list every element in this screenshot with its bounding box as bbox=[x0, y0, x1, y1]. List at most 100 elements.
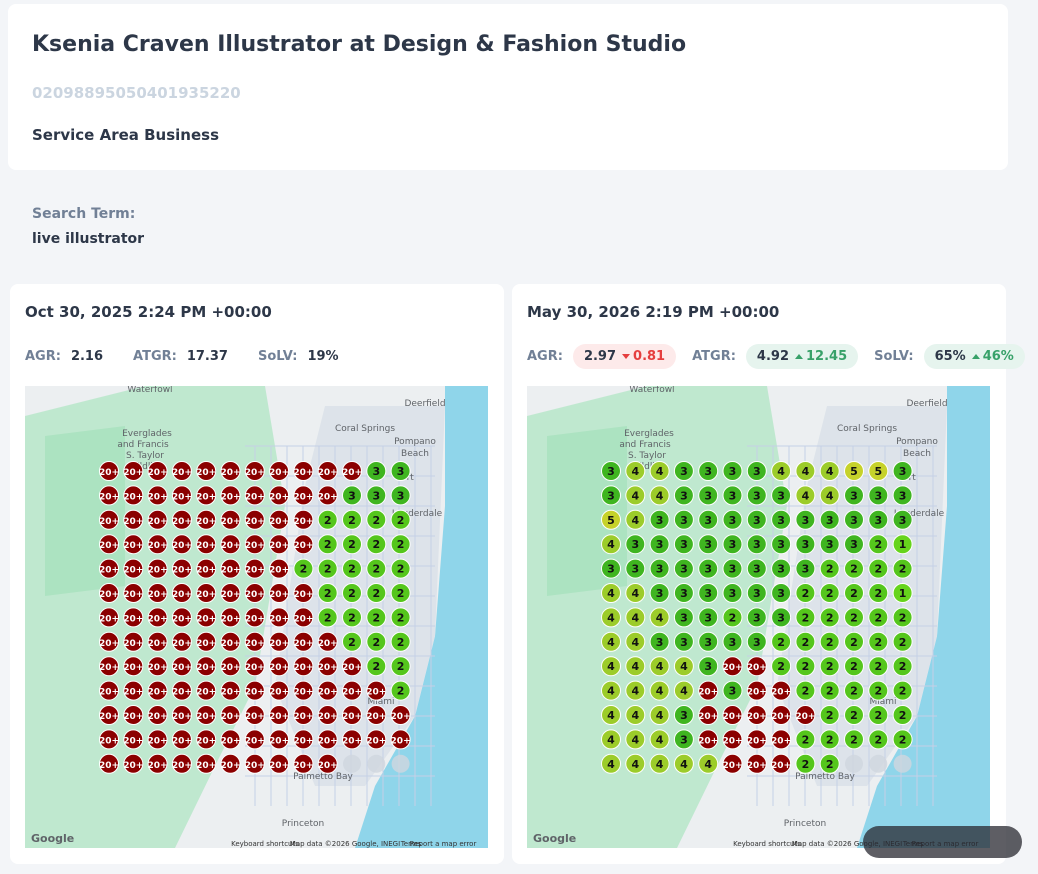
grid-cell bbox=[722, 485, 743, 506]
grid-cell bbox=[196, 583, 217, 603]
grid-cell bbox=[123, 753, 144, 774]
map-attribution: Google bbox=[31, 832, 74, 845]
grid-rank: 20+ bbox=[148, 492, 168, 502]
grid-rank: 20+ bbox=[245, 614, 265, 624]
grid-cell bbox=[99, 753, 119, 774]
map-label: Coral Springs bbox=[837, 424, 897, 434]
grid-cell bbox=[317, 656, 338, 677]
grid-cell bbox=[293, 583, 314, 603]
grid-cell bbox=[244, 583, 265, 603]
grid-cell bbox=[317, 680, 338, 701]
grid-cell bbox=[317, 705, 338, 725]
grid-cell bbox=[795, 583, 816, 603]
grid-cell bbox=[390, 631, 411, 652]
business-type: Service Area Business bbox=[32, 126, 219, 144]
grid-rank: 20+ bbox=[196, 712, 216, 722]
grid-cell bbox=[649, 680, 670, 701]
grid-cell bbox=[293, 509, 314, 530]
metric-value: 19% bbox=[307, 349, 339, 364]
grid-rank: 2 bbox=[899, 563, 907, 576]
grid-rank: 20+ bbox=[99, 736, 119, 746]
grid-cell bbox=[342, 705, 362, 725]
grid-rank: 4 bbox=[631, 709, 639, 722]
grid-cell bbox=[147, 509, 168, 530]
grid-cell bbox=[795, 461, 816, 481]
grid-rank: 20+ bbox=[99, 761, 119, 771]
grid-rank: 3 bbox=[826, 514, 834, 527]
grid-rank: 20+ bbox=[269, 541, 289, 551]
grid-rank: 1 bbox=[899, 538, 907, 551]
grid-rank: 20+ bbox=[123, 492, 143, 502]
map-label: Miami bbox=[869, 697, 896, 707]
grid-cell bbox=[220, 607, 241, 628]
grid-cell bbox=[746, 729, 767, 750]
grid-cell bbox=[673, 753, 694, 774]
grid-rank: 3 bbox=[729, 587, 737, 600]
grid-rank: 3 bbox=[680, 611, 688, 624]
grid-cell bbox=[649, 583, 670, 603]
grid-rank: 5 bbox=[850, 465, 858, 478]
grid-rank: 20+ bbox=[99, 517, 119, 527]
grid-rank: 20+ bbox=[123, 639, 143, 649]
overlay-widget[interactable] bbox=[863, 826, 1022, 858]
grid-cell bbox=[171, 534, 192, 555]
grid-rank: 4 bbox=[704, 758, 712, 771]
grid-rank: 2 bbox=[899, 733, 907, 746]
grid-rank: 2 bbox=[324, 514, 332, 527]
grid-cell bbox=[771, 607, 792, 628]
grid-cell bbox=[698, 558, 719, 579]
map-label: Lauderdale bbox=[392, 509, 443, 519]
grid-cell bbox=[99, 485, 119, 506]
grid-rank: 20+ bbox=[747, 663, 767, 673]
grid-cell bbox=[196, 631, 217, 652]
grid-cell bbox=[269, 631, 290, 652]
grid-cell bbox=[366, 558, 387, 579]
grid-cell bbox=[147, 656, 168, 677]
grid-rank: 20+ bbox=[342, 468, 362, 478]
grid-rank: 20+ bbox=[318, 688, 338, 698]
grid-cell bbox=[244, 680, 265, 701]
grid-rank: 2 bbox=[850, 636, 858, 649]
grid-cell bbox=[99, 729, 119, 750]
grid-cell bbox=[819, 534, 840, 555]
grid-cell bbox=[673, 558, 694, 579]
grid-rank: 4 bbox=[656, 709, 664, 722]
grid-rank: 20+ bbox=[148, 614, 168, 624]
metrics: AGR: 2.16 ATGR: 17.37 SoLV: 19% bbox=[25, 344, 369, 369]
grid-rank: 20+ bbox=[245, 541, 265, 551]
grid-rank: 2 bbox=[777, 660, 785, 673]
grid-cell bbox=[722, 509, 743, 530]
grid-rank: 3 bbox=[850, 514, 858, 527]
grid-cell-empty bbox=[343, 754, 361, 773]
map-label: Coral Springs bbox=[335, 424, 395, 434]
metric-label: ATGR: bbox=[133, 349, 177, 364]
grid-cell bbox=[892, 705, 913, 725]
grid-cell bbox=[819, 558, 840, 579]
grid-cell bbox=[844, 656, 864, 677]
grid-cell bbox=[722, 461, 743, 481]
grid-rank: 2 bbox=[874, 611, 882, 624]
grid-rank: 3 bbox=[348, 489, 356, 502]
grid-cell bbox=[625, 705, 646, 725]
grid-cell bbox=[171, 680, 192, 701]
grid-cell bbox=[293, 656, 314, 677]
grid-rank: 20+ bbox=[172, 736, 192, 746]
metric-pill: 2.97 0.81 bbox=[572, 344, 677, 369]
grid-rank: 4 bbox=[656, 611, 664, 624]
grid-cell bbox=[366, 656, 387, 677]
grid-cell bbox=[673, 534, 694, 555]
metric-delta: 46% bbox=[982, 349, 1014, 364]
grid-rank: 2 bbox=[826, 636, 834, 649]
grid-cell bbox=[698, 656, 719, 677]
grid-rank: 3 bbox=[729, 465, 737, 478]
grid-rank: 3 bbox=[729, 489, 737, 502]
grid-rank: 2 bbox=[802, 587, 810, 600]
grid-rank: 20+ bbox=[269, 663, 289, 673]
grid-rank: 20+ bbox=[148, 468, 168, 478]
grid-rank: 3 bbox=[704, 587, 712, 600]
metric-label: SoLV: bbox=[874, 349, 914, 364]
map-label: S. Taylor bbox=[628, 451, 666, 461]
grid-cell bbox=[892, 558, 913, 579]
grid-cell bbox=[819, 485, 840, 506]
grid-cell bbox=[123, 583, 144, 603]
